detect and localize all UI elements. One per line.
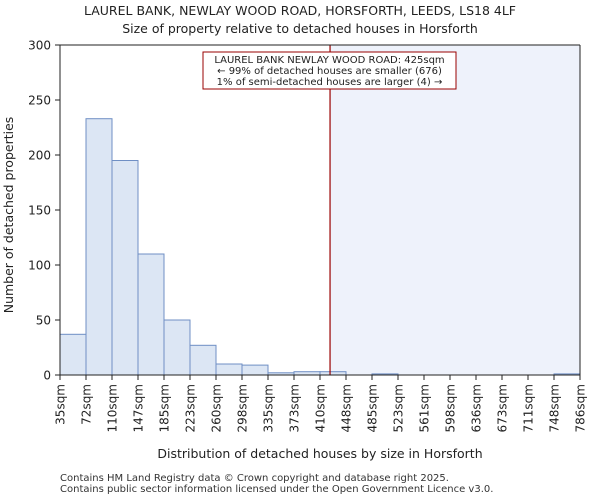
histogram-bar [111,160,139,376]
x-tick-label: 711sqm [522,384,536,432]
x-tick-label: 598sqm [444,384,458,432]
histogram-bar [137,253,165,376]
histogram-bar [241,364,269,376]
x-tick-label: 786sqm [574,384,588,432]
shaded-larger-region [330,45,580,375]
annotation-line-2: ← 99% of detached houses are smaller (67… [217,66,442,77]
x-tick-label: 561sqm [418,384,432,432]
x-tick-label: 35sqm [54,384,68,425]
x-tick-label: 673sqm [496,384,510,432]
y-tick-label: 0 [43,369,51,383]
annotation-line-3: 1% of semi-detached houses are larger (4… [217,77,443,88]
y-tick-label: 50 [36,314,51,328]
y-axis-title: Number of detached properties [1,117,16,314]
x-tick-label: 72sqm [80,384,94,425]
chart-title-subtitle: Size of property relative to detached ho… [122,21,478,36]
y-tick-label: 150 [28,204,51,218]
x-tick-label: 373sqm [288,384,302,432]
histogram-chart: 0 50 100 150 200 250 300 35sqm 72sqm 110sqm 147sqm… [1,39,588,462]
x-tick-label: 298sqm [236,384,250,432]
x-tick-label: 410sqm [314,384,328,432]
plot-area: 0 50 100 150 200 250 300 35sqm 72sqm 110sqm 147sqm… [28,39,587,433]
annotation-line-1: LAUREL BANK NEWLAY WOOD ROAD: 425sqm [214,55,444,66]
x-tick-label: 110sqm [106,384,120,432]
histogram-bar [189,344,217,376]
chart-title-address: LAUREL BANK, NEWLAY WOOD ROAD, HORSFORTH… [83,3,516,18]
x-tick-label: 748sqm [548,384,562,432]
footer-line-2: Contains public sector information licen… [60,484,494,495]
x-tick-label: 223sqm [184,384,198,432]
x-tick-label: 147sqm [132,384,146,432]
annotation-box [202,51,457,90]
x-tick-label: 260sqm [210,384,224,432]
x-tick-label: 636sqm [470,384,484,432]
x-tick-label: 448sqm [340,384,354,432]
x-axis-title: Distribution of detached houses by size … [157,446,482,461]
x-tick-label: 335sqm [262,384,276,432]
histogram-bar [215,363,243,376]
y-tick-label: 300 [28,39,51,53]
x-tick-label: 485sqm [366,384,380,432]
x-tick-label: 185sqm [158,384,172,432]
footer-line-1: Contains HM Land Registry data © Crown c… [60,473,449,484]
y-tick-label: 100 [28,259,51,273]
chart-title-block: LAUREL BANK, NEWLAY WOOD ROAD, HORSFORTH… [0,2,600,38]
histogram-bar [85,118,113,376]
y-tick-label: 200 [28,149,51,163]
histogram-bar [163,319,191,376]
footer-attribution: Contains HM Land Registry data © Crown c… [60,473,493,495]
histogram-bar [59,333,87,376]
x-tick-label: 523sqm [392,384,406,432]
y-tick-label: 250 [28,94,51,108]
